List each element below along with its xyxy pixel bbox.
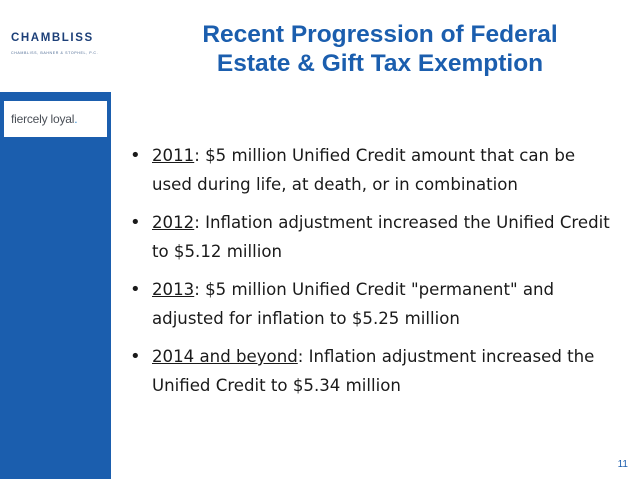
bullet-dot-icon: • [130,145,141,166]
bullet-dot-icon: • [130,279,141,300]
bullet-item: • 2011: $5 million Unified Credit amount… [130,141,615,199]
bullet-year: 2012 [152,213,195,232]
title-line-1: Recent Progression of Federal [202,21,558,48]
bullet-text: : Inflation adjustment increased the Uni… [152,347,595,395]
tagline-text: fiercely loyal. [11,112,78,126]
slide-title: Recent Progression of Federal Estate & G… [130,20,630,78]
sidebar: CHAMBLISS CHAMBLISS, BAHNER & STOPHEL, P… [0,0,111,479]
bullet-item: • 2014 and beyond: Inflation adjustment … [130,342,615,400]
chambliss-logo: CHAMBLISS CHAMBLISS, BAHNER & STOPHEL, P… [0,0,111,92]
bullet-year: 2011 [152,146,195,165]
bullet-item: • 2013: $5 million Unified Credit "perma… [130,275,615,333]
bullet-dot-icon: • [130,346,141,367]
bullet-text: : Inflation adjustment increased the Uni… [152,213,610,261]
title-line-2: Estate & Gift Tax Exemption [216,50,544,77]
bullet-list: • 2011: $5 million Unified Credit amount… [130,141,615,409]
bullet-text: : $5 million Unified Credit "permanent" … [152,280,555,328]
bullet-item: • 2012: Inflation adjustment increased t… [130,208,615,266]
bullet-year: 2013 [152,280,195,299]
tagline-accent: . [74,112,78,126]
page-number: 11 [617,459,628,470]
logo-wordmark: CHAMBLISS [11,32,94,44]
tagline-main: fiercely loyal [11,112,75,126]
bullet-dot-icon: • [130,212,141,233]
tagline-badge: fiercely loyal. [4,101,107,137]
bullet-year: 2014 and beyond [152,347,298,366]
logo-subtext: CHAMBLISS, BAHNER & STOPHEL, P.C. [11,51,99,55]
bullet-text: : $5 million Unified Credit amount that … [152,146,576,194]
